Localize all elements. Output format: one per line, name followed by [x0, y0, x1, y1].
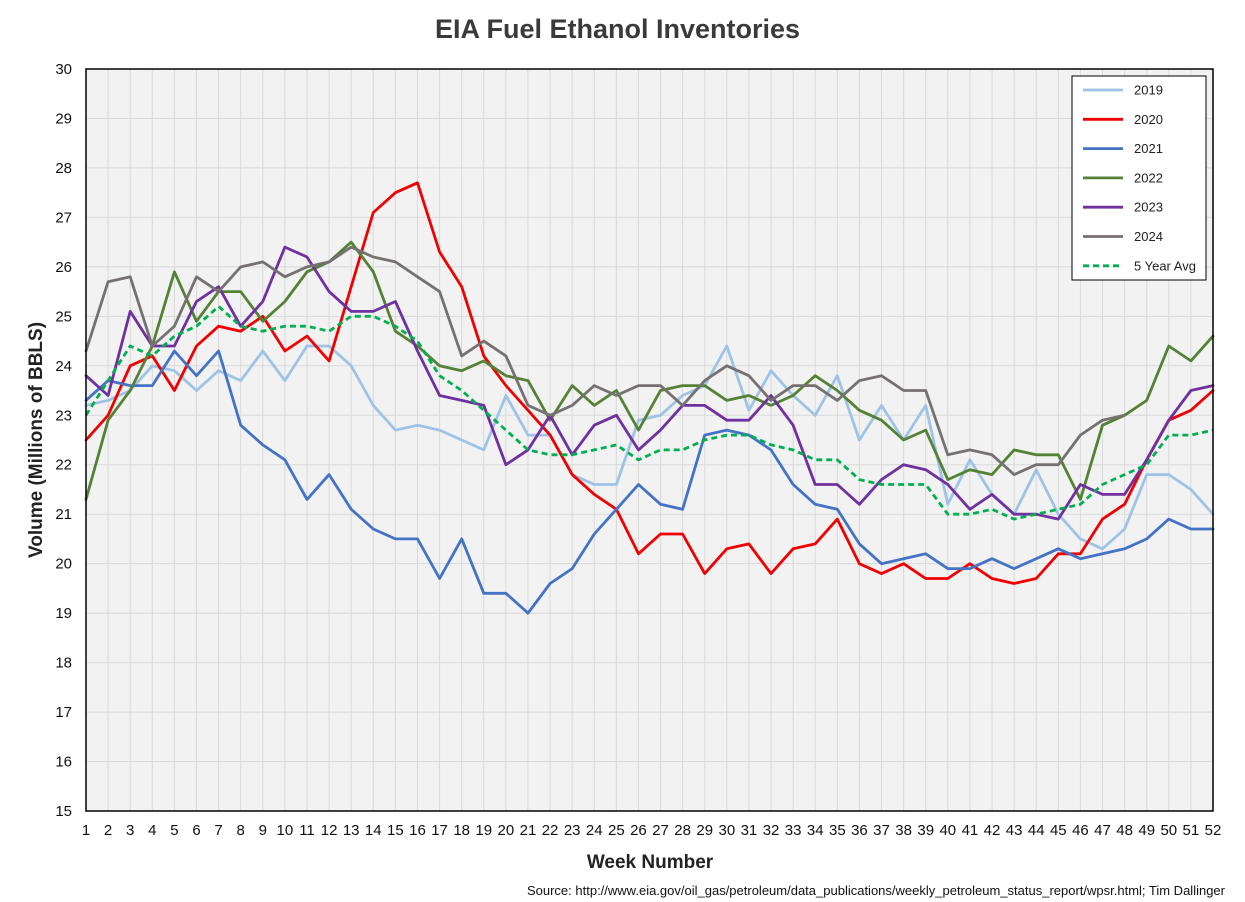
x-tick-label: 21 — [520, 822, 537, 839]
series-line-2023 — [84, 245, 1215, 521]
plot-border — [85, 68, 1214, 812]
series-line-2024 — [84, 245, 1126, 476]
x-tick-label: 4 — [148, 822, 156, 839]
x-tick-label: 39 — [917, 822, 934, 839]
x-tick-label: 35 — [829, 822, 846, 839]
x-tick-label: 30 — [718, 822, 735, 839]
y-tick-label: 26 — [55, 259, 72, 276]
legend: 2019 2020 2021 2022 2023 2024 5 Year Avg — [1071, 75, 1207, 281]
x-tick-label: 22 — [542, 822, 559, 839]
y-tick-label: 27 — [55, 209, 72, 226]
x-tick-label: 23 — [564, 822, 581, 839]
x-tick-label: 50 — [1160, 822, 1177, 839]
x-tick-label: 10 — [277, 822, 294, 839]
legend-label-2024: 2024 — [1134, 229, 1163, 244]
series-line-5-year-avg — [84, 305, 1214, 521]
x-tick-label: 32 — [763, 822, 780, 839]
x-tick-label: 43 — [1006, 822, 1023, 839]
x-tick-label: 6 — [192, 822, 200, 839]
x-tick-label: 38 — [895, 822, 912, 839]
y-axis-ticks: 15 16 17 18 19 20 21 22 23 24 25 26 27 28 29 30 — [55, 61, 72, 820]
x-tick-label: 34 — [807, 822, 824, 839]
x-tick-label: 17 — [431, 822, 448, 839]
series-line-2022 — [84, 240, 1215, 501]
x-tick-label: 41 — [962, 822, 979, 839]
y-tick-label: 19 — [55, 605, 72, 622]
x-tick-label: 24 — [586, 822, 603, 839]
x-tick-label: 26 — [630, 822, 647, 839]
chart-title: EIA Fuel Ethanol Inventories — [434, 14, 801, 44]
y-tick-label: 21 — [55, 506, 72, 523]
legend-label-2021: 2021 — [1134, 141, 1163, 156]
x-tick-label: 8 — [237, 822, 245, 839]
y-axis-title: Volume (Millions of BBLS) — [26, 322, 47, 558]
x-tick-label: 49 — [1138, 822, 1155, 839]
series-line-2019 — [84, 344, 1215, 551]
x-tick-label: 25 — [608, 822, 625, 839]
x-tick-label: 48 — [1116, 822, 1133, 839]
x-tick-label: 33 — [785, 822, 802, 839]
y-tick-label: 30 — [55, 61, 72, 78]
y-tick-label: 25 — [55, 308, 72, 325]
x-tick-label: 37 — [873, 822, 890, 839]
y-tick-label: 18 — [55, 655, 72, 672]
y-tick-label: 20 — [55, 556, 72, 573]
x-tick-label: 29 — [696, 822, 713, 839]
series-line-2021 — [84, 349, 1215, 615]
x-tick-label: 27 — [652, 822, 669, 839]
x-tick-label: 45 — [1050, 822, 1067, 839]
x-tick-label: 51 — [1183, 822, 1200, 839]
x-tick-label: 40 — [939, 822, 956, 839]
y-tick-label: 17 — [55, 704, 72, 721]
x-tick-label: 3 — [126, 822, 134, 839]
x-tick-label: 20 — [498, 822, 515, 839]
x-tick-label: 47 — [1094, 822, 1111, 839]
x-axis-title: Week Number — [587, 852, 714, 873]
legend-label-2020: 2020 — [1134, 112, 1163, 127]
x-tick-label: 16 — [409, 822, 426, 839]
y-tick-label: 15 — [55, 803, 72, 820]
legend-label-2023: 2023 — [1134, 200, 1163, 215]
series-line-2020 — [84, 181, 1215, 585]
x-tick-label: 13 — [343, 822, 360, 839]
x-tick-label: 44 — [1028, 822, 1045, 839]
source-note: Source: http://www.eia.gov/oil_gas/petro… — [526, 883, 1225, 898]
x-tick-label: 31 — [741, 822, 758, 839]
y-tick-label: 24 — [55, 358, 72, 375]
y-tick-label: 23 — [55, 407, 72, 424]
series-lines — [84, 181, 1215, 615]
x-tick-label: 2 — [104, 822, 112, 839]
x-tick-label: 19 — [475, 822, 492, 839]
x-tick-label: 42 — [984, 822, 1001, 839]
y-tick-label: 28 — [55, 160, 72, 177]
x-tick-label: 7 — [214, 822, 222, 839]
x-tick-label: 18 — [453, 822, 470, 839]
x-tick-label: 28 — [674, 822, 691, 839]
x-tick-label: 5 — [170, 822, 178, 839]
x-tick-label: 14 — [365, 822, 382, 839]
y-tick-label: 29 — [55, 110, 72, 127]
legend-label-2022: 2022 — [1134, 170, 1163, 185]
x-tick-label: 46 — [1072, 822, 1089, 839]
x-tick-label: 36 — [851, 822, 868, 839]
x-tick-label: 15 — [387, 822, 404, 839]
y-tick-label: 16 — [55, 754, 72, 771]
x-tick-label: 1 — [82, 822, 90, 839]
x-tick-label: 52 — [1205, 822, 1222, 839]
x-tick-label: 12 — [321, 822, 338, 839]
x-tick-label: 11 — [299, 822, 315, 839]
x-axis-ticks: 1 2 3 4 5 6 7 8 9 10 11 12 13 14 15 16 17 18 19 20 21 22 23 24 2… — [82, 822, 1222, 839]
y-tick-label: 22 — [55, 457, 72, 474]
x-tick-label: 9 — [259, 822, 267, 839]
legend-label-5-year-avg: 5 Year Avg — [1134, 258, 1196, 273]
legend-label-2019: 2019 — [1134, 83, 1163, 98]
